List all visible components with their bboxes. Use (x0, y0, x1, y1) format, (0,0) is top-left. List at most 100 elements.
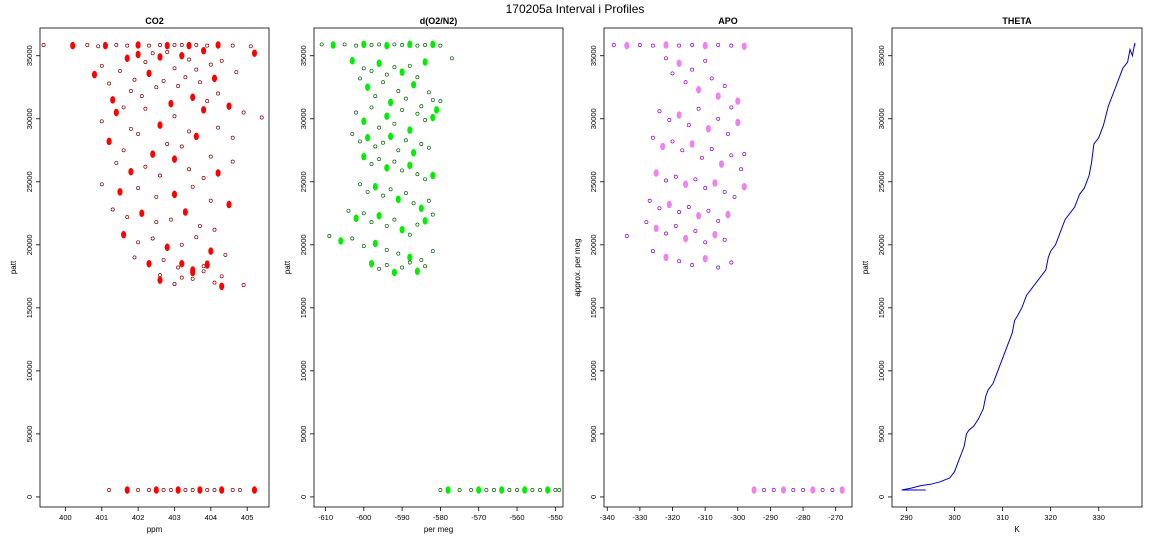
data-point (171, 190, 178, 199)
data-point (197, 486, 203, 494)
y-tick-label: 30000 (25, 108, 34, 129)
data-point (165, 142, 170, 146)
data-point (349, 57, 355, 65)
data-point (201, 46, 207, 55)
data-point (400, 43, 405, 47)
data-point (726, 131, 730, 136)
data-point (204, 261, 210, 269)
data-point (219, 274, 224, 279)
data-point (703, 240, 708, 245)
data-point (154, 220, 159, 225)
data-point (381, 80, 385, 85)
data-point (830, 488, 835, 492)
data-point (136, 131, 141, 136)
data-point (234, 70, 239, 75)
data-point (319, 42, 324, 47)
data-point (377, 42, 382, 47)
data-point (164, 243, 170, 252)
x-tick-label: 400 (59, 513, 72, 522)
data-point (106, 137, 112, 146)
data-point (434, 106, 440, 114)
x-tick-label: 290 (900, 513, 913, 522)
data-point (183, 488, 188, 492)
data-point (677, 43, 682, 48)
data-point (237, 488, 242, 492)
data-point (637, 43, 642, 47)
panel-theta: THETA 290 300 310 320 330 0 5000 10000 15000 20000… (861, 16, 1143, 534)
chart-panels: CO2 400 401 402 403 404 405 0 5000 10000 15000 2000… (9, 16, 1143, 534)
data-point (143, 106, 148, 111)
data-point (205, 488, 210, 492)
data-point (392, 217, 397, 222)
data-point (553, 488, 558, 492)
data-point (241, 110, 246, 115)
data-point (342, 42, 347, 47)
x-tick-label: 310 (996, 513, 1009, 522)
data-point (686, 205, 691, 209)
data-point (644, 220, 649, 225)
data-point (670, 71, 675, 76)
data-point (663, 41, 669, 49)
y-tick-label: 5000 (877, 426, 886, 443)
data-point (392, 42, 397, 47)
data-point (85, 43, 90, 47)
data-point (179, 242, 184, 247)
data-point (182, 208, 188, 216)
data-point (164, 41, 170, 50)
data-point (70, 41, 76, 50)
data-point (128, 126, 133, 131)
data-point (403, 138, 408, 143)
plot-frame (313, 27, 564, 508)
data-point (212, 227, 217, 232)
y-tick-label: 5000 (25, 426, 34, 443)
data-point (197, 223, 202, 228)
data-point (219, 58, 224, 63)
data-point (361, 244, 366, 249)
data-point (469, 488, 474, 492)
data-point (102, 41, 108, 50)
data-point (663, 253, 669, 262)
data-point (110, 207, 115, 212)
data-point (407, 161, 413, 170)
data-point (624, 41, 630, 50)
data-point (716, 43, 721, 47)
data-point (201, 176, 206, 180)
data-point (190, 276, 195, 281)
y-tick-label: 20000 (589, 234, 598, 255)
data-point (415, 111, 420, 116)
data-point (161, 78, 166, 83)
data-point (113, 108, 119, 117)
data-point (208, 198, 213, 203)
data-point (426, 198, 431, 203)
data-point (492, 488, 496, 492)
data-point (741, 42, 747, 51)
data-point (791, 488, 796, 492)
y-axis-label: patt (283, 260, 292, 274)
y-tick-label: 20000 (299, 234, 308, 255)
data-point (369, 43, 374, 47)
data-point (183, 75, 188, 80)
x-tick-label: -610 (318, 513, 333, 522)
data-point (168, 488, 173, 492)
y-tick-label: 10000 (589, 360, 598, 381)
data-point (143, 164, 148, 169)
x-tick-label: -310 (698, 513, 713, 522)
data-point (208, 62, 213, 67)
x-tick-label: 405 (241, 513, 254, 522)
data-point (158, 173, 162, 178)
data-point (165, 50, 170, 54)
data-point (388, 132, 394, 141)
data-point (146, 69, 152, 78)
data-point (124, 486, 130, 494)
y-tick-label: 35000 (299, 45, 308, 66)
x-tick-label: 402 (132, 513, 145, 522)
data-point (107, 81, 112, 86)
y-tick-label: 25000 (589, 171, 598, 192)
panel-apo: APO -340 -330 -320 -310 -300 -290 -280 -270 0 5000… (573, 16, 853, 522)
data-point (538, 488, 542, 492)
data-point (705, 125, 711, 133)
data-point (372, 239, 378, 248)
data-point (391, 268, 397, 277)
data-point (187, 167, 191, 172)
data-point (676, 59, 682, 68)
